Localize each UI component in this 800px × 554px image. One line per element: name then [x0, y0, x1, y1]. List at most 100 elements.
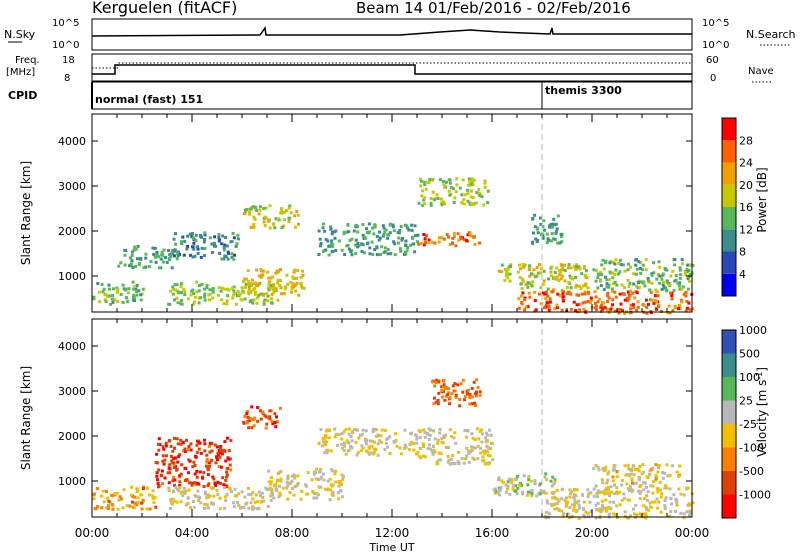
range-cell: [135, 284, 139, 287]
range-cell: [168, 253, 172, 257]
range-cell: [463, 395, 467, 399]
range-cell: [264, 426, 268, 430]
colorbar-tick-label: 4: [739, 268, 746, 281]
range-cell: [539, 216, 542, 220]
range-cell: [136, 489, 140, 493]
range-cell: [575, 283, 579, 287]
range-cell: [482, 449, 485, 453]
range-cell: [621, 309, 624, 313]
range-cell: [269, 482, 273, 486]
range-cell: [388, 435, 392, 439]
time-tick-label: 04:00: [175, 526, 210, 540]
range-cell: [182, 253, 186, 257]
range-cell: [545, 478, 549, 482]
range-cell: [684, 290, 688, 294]
range-cell: [274, 217, 278, 221]
range-cell: [330, 468, 334, 472]
range-cell: [686, 486, 690, 490]
range-cell: [680, 262, 684, 266]
range-cell: [246, 269, 250, 273]
range-cell: [395, 444, 399, 448]
range-cell: [208, 298, 211, 302]
range-cell: [557, 279, 561, 282]
range-cell: [327, 244, 331, 248]
range-cell: [136, 244, 140, 248]
range-cell: [468, 450, 472, 454]
range-cell: [242, 421, 246, 425]
range-cell: [203, 295, 207, 299]
range-cell: [252, 298, 256, 302]
range-cell: [268, 417, 272, 421]
range-cell: [239, 506, 242, 510]
range-cell: [632, 272, 636, 276]
range-cell: [413, 433, 417, 437]
range-cell: [393, 242, 397, 246]
range-cell: [167, 481, 171, 485]
range-cell: [441, 395, 445, 399]
range-cell: [331, 490, 335, 494]
range-cell: [339, 480, 343, 483]
range-cell: [193, 464, 197, 467]
range-cell: [215, 455, 219, 459]
range-cell: [219, 445, 223, 448]
range-cell: [679, 298, 683, 302]
range-cell: [337, 484, 341, 488]
range-cell: [618, 270, 622, 274]
range-cell: [265, 422, 269, 426]
range-cell: [436, 441, 440, 445]
range-cell: [98, 300, 102, 304]
range-cell: [430, 178, 434, 182]
range-cell: [167, 486, 171, 490]
range-cell: [661, 280, 665, 284]
range-cell: [432, 444, 436, 448]
range-cell: [554, 230, 558, 234]
range-cell: [146, 486, 150, 490]
range-cell: [290, 287, 294, 290]
range-cell: [529, 272, 533, 276]
range-cell: [357, 244, 361, 248]
range-cell: [100, 494, 103, 498]
range-cell: [182, 287, 186, 291]
range-cell: [418, 436, 422, 440]
range-cell: [671, 309, 675, 313]
range-cell: [218, 496, 222, 500]
range-cell: [526, 493, 530, 497]
freq-tick-top: 18: [62, 55, 75, 66]
range-cell: [226, 257, 230, 261]
range-cell: [553, 480, 557, 484]
range-cell: [271, 275, 275, 279]
range-cell: [650, 272, 654, 276]
range-cell: [526, 281, 530, 285]
range-cell: [607, 283, 611, 287]
range-cell: [475, 394, 478, 398]
range-cell: [454, 396, 458, 399]
range-cell: [394, 439, 398, 443]
range-cell: [383, 429, 387, 432]
range-cell: [451, 242, 454, 246]
range-cell: [616, 309, 620, 312]
range-cell: [402, 446, 406, 450]
range-cell: [203, 449, 207, 453]
range-cell: [412, 448, 416, 452]
range-cell: [356, 245, 359, 249]
range-cell: [168, 507, 172, 510]
range-cell: [666, 474, 670, 478]
range-cell: [195, 450, 199, 454]
range-cell: [250, 278, 254, 282]
range-cell: [319, 244, 322, 248]
range-cell: [554, 507, 558, 511]
range-cell: [179, 302, 183, 306]
range-cell: [523, 308, 527, 312]
range-cell: [422, 233, 426, 236]
range-cell: [232, 236, 236, 240]
range-cell: [168, 463, 172, 467]
range-cell: [607, 285, 611, 289]
time-tick-label: 20:00: [575, 526, 610, 540]
nsky-tick-bottom: 10^0: [52, 40, 79, 51]
range-cell: [121, 283, 125, 287]
range-cell: [663, 486, 667, 490]
range-cell: [668, 473, 672, 477]
range-cell: [191, 236, 195, 240]
range-cell: [566, 512, 570, 516]
range-cell: [257, 212, 261, 216]
